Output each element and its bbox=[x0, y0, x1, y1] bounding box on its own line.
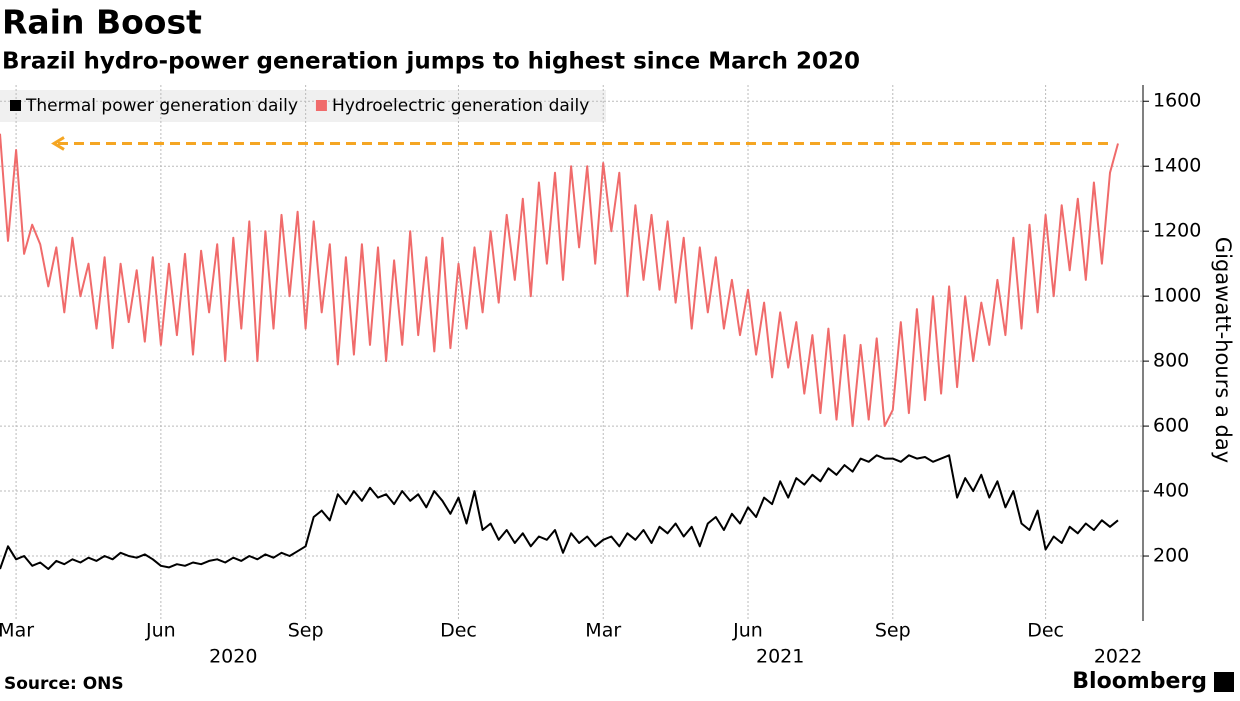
series-line bbox=[0, 133, 1119, 428]
x-tick-label: Sep bbox=[288, 620, 324, 642]
source: Source: ONS bbox=[4, 674, 124, 694]
series-line bbox=[0, 454, 1119, 570]
x-tick-label: Mar bbox=[585, 620, 621, 642]
brand-icon bbox=[1214, 672, 1234, 692]
y-tick-label: 400 bbox=[1153, 480, 1189, 502]
legend-swatch bbox=[315, 100, 327, 111]
x-tick-label: Dec bbox=[1027, 620, 1064, 642]
x-tick-label: Sep bbox=[875, 620, 911, 642]
y-axis-label: Gigawatt-hours a day bbox=[1211, 237, 1235, 463]
brand: Bloomberg bbox=[1072, 669, 1207, 694]
y-tick-label: 1000 bbox=[1153, 285, 1201, 307]
y-tick-label: 1400 bbox=[1153, 155, 1201, 177]
x-tick-label: Mar bbox=[0, 620, 34, 642]
y-tick-label: 600 bbox=[1153, 415, 1189, 437]
legend-label: Hydroelectric generation daily bbox=[332, 96, 589, 116]
reference-arrow bbox=[51, 136, 65, 151]
x-year-label: 2022 bbox=[1094, 646, 1142, 668]
chart-title: Rain Boost bbox=[2, 3, 202, 42]
x-year-label: 2020 bbox=[209, 646, 257, 668]
legend-swatch bbox=[10, 100, 21, 111]
legend-label: Thermal power generation daily bbox=[25, 96, 298, 116]
y-tick-label: 1200 bbox=[1153, 220, 1201, 242]
y-tick-label: 800 bbox=[1153, 350, 1189, 372]
x-year-label: 2021 bbox=[756, 646, 804, 668]
chart-subtitle: Brazil hydro-power generation jumps to h… bbox=[2, 49, 860, 75]
y-tick-label: 1600 bbox=[1153, 90, 1201, 112]
x-tick-label: Dec bbox=[440, 620, 477, 642]
y-tick-label: 200 bbox=[1153, 545, 1189, 567]
x-tick-label: Jun bbox=[732, 620, 763, 642]
legend-box bbox=[0, 90, 606, 122]
x-tick-label: Jun bbox=[145, 620, 176, 642]
